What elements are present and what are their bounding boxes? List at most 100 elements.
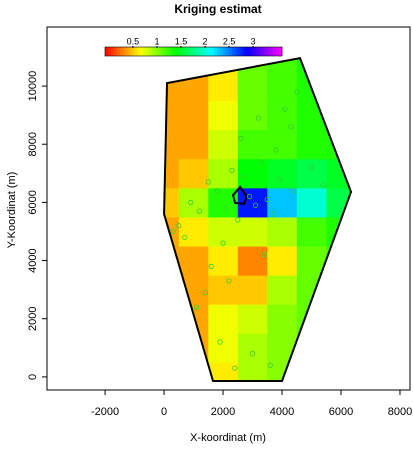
cell (178, 216, 209, 247)
colorbar-segment (273, 47, 277, 56)
colorbar-segment (252, 47, 256, 56)
sample-point (282, 106, 288, 112)
cell (296, 58, 327, 73)
plot-frame (46, 26, 411, 391)
cell (296, 362, 327, 381)
colorbar-segment (155, 47, 159, 56)
colorbar-segment (125, 47, 129, 56)
sample-point (261, 252, 267, 258)
cell (237, 275, 268, 305)
cell (237, 216, 268, 247)
sample-point (196, 208, 203, 214)
colorbar-segment (243, 47, 247, 56)
colorbar-segment (187, 47, 191, 56)
y-axis-label: Y-Koordinat (m) (6, 172, 18, 249)
cell (208, 71, 239, 102)
cell (178, 187, 209, 218)
sample-point (276, 176, 282, 182)
x-tick-label: 0 (161, 406, 167, 418)
sample-point (208, 263, 214, 269)
chart-title: Kriging estimat (174, 2, 261, 16)
colorbar-segment (220, 47, 224, 56)
colorbar-segment (267, 47, 271, 56)
y-tick-label: 4000 (27, 248, 39, 272)
cell (237, 129, 268, 160)
colorbar-segment (264, 47, 268, 56)
sample-point (214, 188, 220, 194)
colorbar-segment (276, 47, 280, 56)
cell (237, 304, 268, 334)
colorbar-segment (190, 47, 194, 56)
colorbar-segment (237, 47, 242, 56)
cell (164, 333, 180, 363)
colorbar-segment (149, 47, 153, 56)
colorbar-segment (258, 47, 262, 56)
boundary (163, 56, 353, 382)
colorbar-segment (202, 47, 206, 56)
cell (164, 100, 180, 131)
x-tick-label: 4000 (270, 406, 294, 418)
colorbar-segment (110, 47, 115, 56)
colorbar-segment (199, 47, 203, 56)
cell (208, 304, 239, 334)
sample-point (193, 304, 200, 310)
colorbar-segment (122, 47, 127, 56)
colorbar-segment (178, 47, 183, 56)
cell (237, 246, 268, 276)
sample-point (229, 167, 235, 173)
cell (326, 58, 352, 73)
cell (326, 333, 352, 363)
sample-point (273, 147, 279, 153)
cell (326, 158, 352, 189)
colorbar-segment (234, 47, 239, 56)
colorbar-segment (134, 47, 138, 56)
colorbar-segment (228, 47, 233, 56)
colorbar-segment (119, 47, 124, 56)
sample-point (249, 351, 256, 357)
x-tick-label: 6000 (329, 406, 353, 418)
cell (326, 246, 352, 276)
cell (267, 246, 298, 276)
colorbar-segment (196, 47, 200, 56)
sample-point (182, 234, 188, 240)
colorbar-segment (246, 47, 250, 56)
cell (178, 129, 209, 160)
colorbar-tick-label: 3 (251, 36, 256, 46)
y-tick-label: 2000 (27, 306, 39, 330)
sample-point (291, 188, 297, 194)
cell (208, 158, 239, 189)
sample-point (255, 115, 262, 121)
colorbar-segment (193, 47, 197, 56)
cell (178, 158, 209, 189)
sample-point (252, 202, 259, 208)
sample-point (294, 89, 300, 95)
sample-point (235, 217, 241, 223)
cell (164, 304, 180, 334)
colorbar-segment (140, 47, 144, 56)
cell (208, 187, 239, 218)
cell (296, 158, 327, 189)
cell (267, 333, 298, 363)
x-tick-label: 8000 (388, 406, 412, 418)
cell (326, 129, 352, 160)
sample-point (246, 193, 253, 200)
cell (164, 187, 180, 218)
cell (237, 100, 268, 131)
sample-point (320, 182, 326, 188)
colorbar-segment (249, 47, 253, 56)
cell (208, 129, 239, 160)
cell (326, 100, 352, 131)
x-axis-label: X-koordinat (m) (190, 432, 266, 444)
cell (178, 100, 209, 131)
sample-point (308, 164, 315, 171)
colorbar-segment (164, 47, 168, 56)
sample-point (223, 205, 229, 211)
cell (164, 275, 180, 305)
cell (164, 71, 180, 102)
sample-point (232, 365, 238, 371)
sample-point (170, 228, 176, 235)
sample-point (220, 240, 226, 246)
colorbar-segment (208, 47, 212, 56)
colorbar-segment (217, 47, 221, 56)
